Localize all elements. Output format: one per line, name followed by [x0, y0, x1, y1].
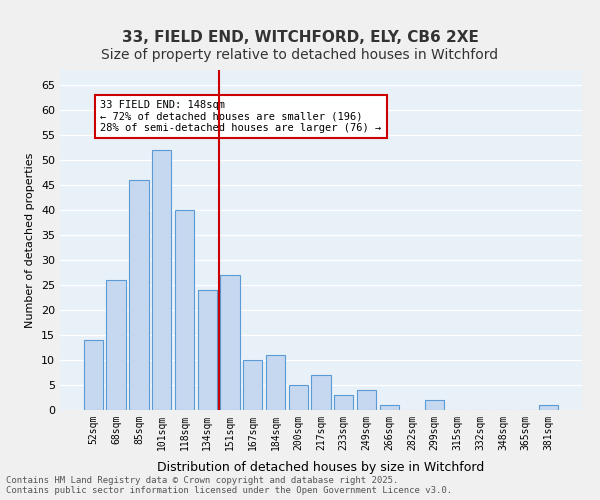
Bar	[425, 400, 445, 410]
Text: Size of property relative to detached houses in Witchford: Size of property relative to detached ho…	[101, 48, 499, 62]
Bar	[220, 275, 239, 410]
Bar	[539, 405, 558, 410]
X-axis label: Distribution of detached houses by size in Witchford: Distribution of detached houses by size …	[157, 461, 485, 474]
Bar	[197, 290, 217, 410]
Text: 33, FIELD END, WITCHFORD, ELY, CB6 2XE: 33, FIELD END, WITCHFORD, ELY, CB6 2XE	[122, 30, 478, 45]
Bar	[84, 340, 103, 410]
Bar	[243, 360, 262, 410]
Text: 33 FIELD END: 148sqm
← 72% of detached houses are smaller (196)
28% of semi-deta: 33 FIELD END: 148sqm ← 72% of detached h…	[100, 100, 382, 133]
Bar	[311, 375, 331, 410]
Y-axis label: Number of detached properties: Number of detached properties	[25, 152, 35, 328]
Bar	[129, 180, 149, 410]
Bar	[152, 150, 172, 410]
Bar	[334, 395, 353, 410]
Bar	[357, 390, 376, 410]
Bar	[175, 210, 194, 410]
Bar	[289, 385, 308, 410]
Bar	[266, 355, 285, 410]
Bar	[380, 405, 399, 410]
Text: Contains HM Land Registry data © Crown copyright and database right 2025.
Contai: Contains HM Land Registry data © Crown c…	[6, 476, 452, 495]
Bar	[106, 280, 126, 410]
